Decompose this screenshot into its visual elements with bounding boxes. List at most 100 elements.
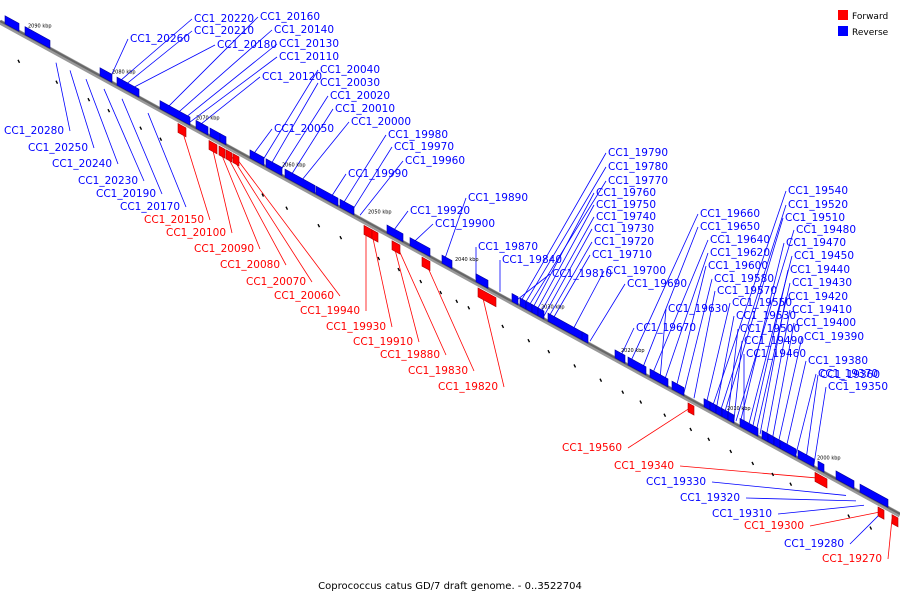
gene-label: CC1_20060 <box>274 290 334 302</box>
reverse-gene <box>671 380 685 397</box>
gene-label: CC1_19390 <box>804 331 864 343</box>
leader-line <box>765 309 791 438</box>
minor-feature-mark <box>573 364 577 368</box>
leader-line <box>279 95 329 172</box>
gene-label: CC1_20030 <box>320 77 380 89</box>
leader-line <box>751 269 789 431</box>
reverse-gene <box>339 198 355 216</box>
leader-line <box>771 322 795 441</box>
leader-line <box>571 270 605 332</box>
leader-line <box>371 233 393 328</box>
gene-label: CC1_19890 <box>468 192 528 204</box>
leader-line <box>849 513 881 545</box>
minor-feature-mark <box>639 400 643 404</box>
gene-label: CC1_19480 <box>796 224 856 236</box>
minor-feature-mark <box>599 378 603 382</box>
forward-gene <box>477 287 497 308</box>
leader-line <box>329 173 347 199</box>
gene-label: CC1_19770 <box>608 175 668 187</box>
forward-gene <box>891 514 899 528</box>
leader-line <box>659 308 667 380</box>
leader-line <box>711 190 787 409</box>
minor-feature-mark <box>501 324 505 329</box>
leader-line <box>887 518 893 560</box>
leader-line <box>299 121 350 183</box>
reverse-gene <box>649 368 669 388</box>
leader-line <box>539 216 595 314</box>
leader-line <box>683 278 713 393</box>
reverse-gene <box>159 100 191 126</box>
leader-line <box>443 197 467 262</box>
forward-gene <box>391 240 401 255</box>
leader-line <box>813 386 827 464</box>
leader-line <box>777 504 865 515</box>
gene-label: CC1_19320 <box>680 492 740 504</box>
gene-label: CC1_19630 <box>668 303 728 315</box>
gene-label: CC1_19730 <box>594 223 654 235</box>
gene-features <box>4 15 899 530</box>
leader-line <box>785 360 807 449</box>
gene-label: CC1_19400 <box>796 317 856 329</box>
leader-line <box>651 239 709 376</box>
leader-line <box>55 62 71 132</box>
gene-label: CC1_19720 <box>594 236 654 248</box>
gene-label: CC1_19430 <box>792 277 852 289</box>
minor-feature-mark <box>317 223 321 228</box>
gene-label: CC1_20020 <box>330 90 390 102</box>
leader-line <box>397 247 447 356</box>
leader-line <box>359 160 404 216</box>
gene-label: CC1_20190 <box>96 188 156 200</box>
reverse-gene <box>739 417 759 437</box>
gene-label: CC1_19940 <box>300 305 360 317</box>
reverse-gene <box>817 460 825 473</box>
leader-line <box>211 146 233 234</box>
leader-line <box>547 241 593 319</box>
leader-line <box>693 290 716 399</box>
minor-feature-mark <box>55 80 59 84</box>
gene-label: CC1_19330 <box>646 476 706 488</box>
leader-line <box>739 242 785 424</box>
minor-feature-mark <box>159 137 163 141</box>
leader-line <box>641 226 699 370</box>
minor-feature-mark <box>139 126 143 131</box>
leader-line <box>711 481 847 496</box>
reverse-gene <box>581 331 589 344</box>
reverse-gene <box>441 254 453 270</box>
leader-line <box>123 30 193 87</box>
gene-label: CC1_19370 <box>818 368 878 380</box>
gene-label: CC1_20280 <box>4 125 64 137</box>
reverse-gene <box>859 483 889 508</box>
legend-reverse-label: Reverse <box>852 28 889 38</box>
legend-forward-swatch <box>838 10 848 20</box>
leader-line <box>481 293 505 388</box>
leader-line <box>85 78 119 165</box>
minor-feature-mark <box>869 526 873 530</box>
forward-gene <box>877 506 885 520</box>
gene-label: CC1_19640 <box>710 234 770 246</box>
forward-gene <box>687 402 695 416</box>
gene-label: CC1_19820 <box>438 381 498 393</box>
leader-line <box>705 302 731 405</box>
leader-line <box>551 254 591 321</box>
leader-line <box>147 112 187 208</box>
leader-line <box>777 336 803 445</box>
gene-label: CC1_19960 <box>405 155 465 167</box>
gene-label: CC1_19900 <box>435 218 495 230</box>
gene-label: CC1_19270 <box>822 553 882 565</box>
gene-label: CC1_19530 <box>736 310 796 322</box>
gene-label: CC1_19690 <box>627 278 687 290</box>
gene-label: CC1_19420 <box>788 291 848 303</box>
legend: Forward Reverse <box>838 10 889 38</box>
reverse-gene <box>315 185 339 207</box>
minor-feature-mark <box>419 279 423 284</box>
gene-label: CC1_19410 <box>792 304 852 316</box>
forward-gene <box>814 471 828 489</box>
leader-line <box>175 29 273 115</box>
leader-line <box>121 98 163 195</box>
minor-feature-mark <box>439 290 443 295</box>
gene-label: CC1_19520 <box>788 199 848 211</box>
scale-tick-label: 2080 kbp <box>112 69 136 75</box>
gene-label: CC1_20100 <box>166 227 226 239</box>
gene-label: CC1_20150 <box>144 214 204 226</box>
scale-tick-label: 2000 kbp <box>817 456 841 462</box>
